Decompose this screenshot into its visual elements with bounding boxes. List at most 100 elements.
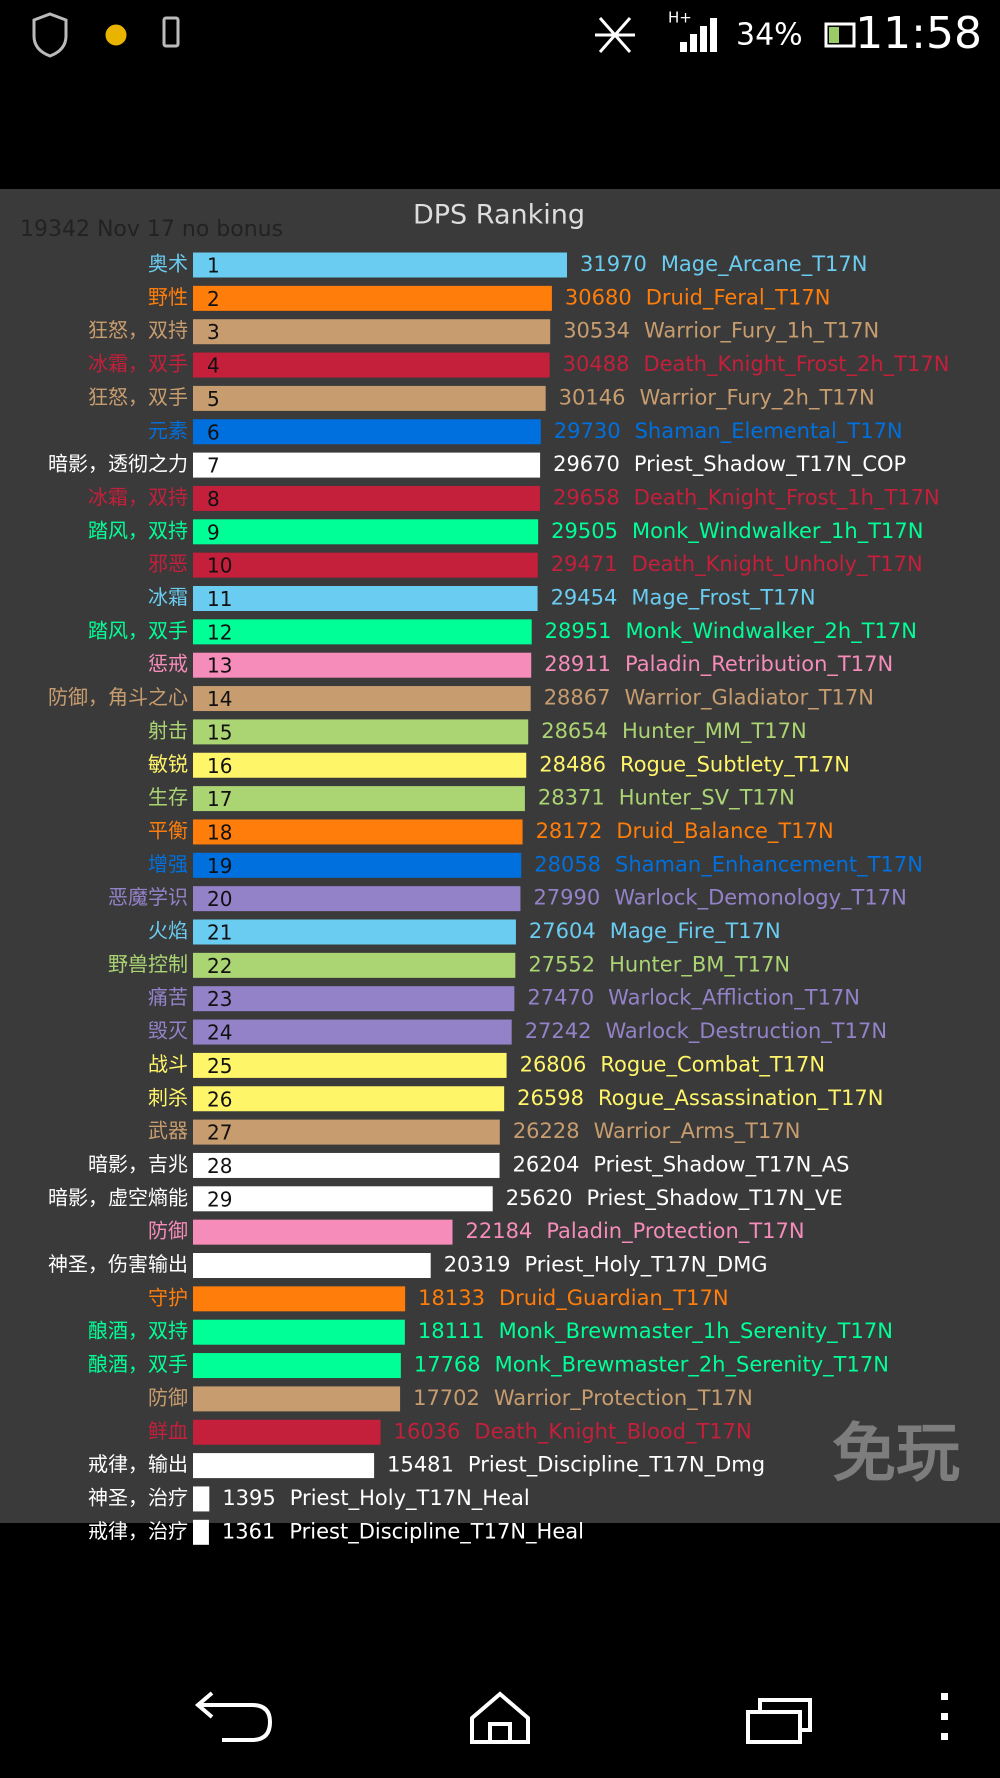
value-number: 18133 <box>418 1286 485 1310</box>
value-number: 20319 <box>444 1253 511 1277</box>
bar <box>193 919 516 945</box>
bar <box>193 1419 381 1445</box>
rank-label: 8 <box>207 487 220 511</box>
battery-level <box>829 27 839 43</box>
spec-name: Priest_Holy_T17N_Heal <box>290 1486 530 1511</box>
spec-label: 惩戒 <box>148 652 188 676</box>
spec-label: 冰霜 <box>148 585 188 609</box>
bar <box>193 1186 493 1212</box>
spec-label: 敏锐 <box>148 752 188 776</box>
home-button[interactable] <box>470 1691 530 1744</box>
bar <box>193 1052 507 1078</box>
menu-button[interactable] <box>941 1693 948 1740</box>
bar <box>193 1286 406 1312</box>
spec-label: 守护 <box>148 1285 188 1309</box>
value-label: 29471 Death_Knight_Unholy_T17N <box>551 552 923 577</box>
bar <box>193 1019 512 1045</box>
spec-label: 戒律，治疗 <box>88 1519 188 1543</box>
bar <box>193 319 551 345</box>
spec-name: Rogue_Assassination_T17N <box>598 1086 884 1111</box>
value-label: 30680 Druid_Feral_T17N <box>565 285 831 310</box>
bar <box>193 1219 453 1245</box>
bar <box>193 1353 401 1379</box>
value-label: 28371 Hunter_SV_T17N <box>538 786 795 811</box>
spec-label: 元素 <box>148 418 188 442</box>
rank-label: 16 <box>207 754 232 778</box>
bar <box>193 752 527 778</box>
value-number: 29505 <box>551 519 618 543</box>
value-label: 28951 Monk_Windwalker_2h_T17N <box>545 619 917 644</box>
spec-label: 恶魔学识 <box>108 885 188 909</box>
bar <box>193 952 516 978</box>
spec-name: Death_Knight_Unholy_T17N <box>632 552 923 577</box>
spec-name: Druid_Guardian_T17N <box>499 1286 729 1311</box>
rank-label: 14 <box>207 687 232 711</box>
rank-label: 24 <box>207 1021 232 1045</box>
status-icons <box>32 12 856 58</box>
recents-button[interactable] <box>746 1698 812 1744</box>
value-number: 25620 <box>506 1186 573 1210</box>
spec-label: 奥术 <box>148 252 188 276</box>
value-label: 17768 Monk_Brewmaster_2h_Serenity_T17N <box>414 1353 889 1378</box>
rank-label: 17 <box>207 787 232 811</box>
value-label: 28911 Paladin_Retribution_T17N <box>544 652 893 677</box>
spec-name: Hunter_MM_T17N <box>622 719 807 744</box>
value-label: 17702 Warrior_Protection_T17N <box>413 1386 753 1411</box>
rank-label: 12 <box>207 620 232 644</box>
value-number: 27470 <box>527 986 594 1010</box>
spec-name: Death_Knight_Frost_1h_T17N <box>634 485 940 510</box>
value-number: 30488 <box>563 352 630 376</box>
spec-label: 射击 <box>148 718 188 742</box>
spec-label: 邪恶 <box>148 552 188 576</box>
spec-label: 防御 <box>148 1385 188 1409</box>
value-number: 18111 <box>418 1319 485 1343</box>
value-label: 28867 Warrior_Gladiator_T17N <box>544 686 874 711</box>
value-number: 27604 <box>529 919 596 943</box>
rank-label: 1 <box>207 254 220 278</box>
value-number: 29730 <box>554 419 621 443</box>
spec-name: Death_Knight_Blood_T17N <box>474 1419 751 1444</box>
spec-name: Druid_Balance_T17N <box>616 819 833 844</box>
rank-label: 2 <box>207 287 220 311</box>
value-number: 26204 <box>513 1152 580 1176</box>
back-button[interactable] <box>194 1691 273 1742</box>
rank-label: 20 <box>207 887 232 911</box>
spec-label: 狂怒，双持 <box>88 318 188 342</box>
bar <box>193 1152 500 1178</box>
spec-label: 平衡 <box>148 818 188 842</box>
value-number: 28951 <box>545 619 612 643</box>
rank-label: 6 <box>207 420 220 444</box>
value-number: 29454 <box>551 586 618 610</box>
spec-name: Priest_Discipline_T17N_Heal <box>289 1519 584 1544</box>
spec-label: 防御 <box>148 1219 188 1243</box>
value-number: 26598 <box>517 1086 584 1110</box>
rank-label: 11 <box>207 587 232 611</box>
spec-label: 刺杀 <box>148 1085 188 1109</box>
spec-name: Warlock_Affliction_T17N <box>608 986 860 1011</box>
bar <box>193 1086 505 1112</box>
spec-name: Paladin_Protection_T17N <box>546 1219 804 1244</box>
bar <box>193 352 550 378</box>
value-label: 28486 Rogue_Subtlety_T17N <box>539 752 850 777</box>
spec-name: Paladin_Retribution_T17N <box>625 652 893 677</box>
bar <box>193 252 567 278</box>
spec-name: Priest_Shadow_T17N_VE <box>587 1186 843 1211</box>
spec-label: 野性 <box>148 285 188 309</box>
value-label: 29730 Shaman_Elemental_T17N <box>554 419 903 444</box>
value-label: 1361 Priest_Discipline_T17N_Heal <box>222 1519 584 1544</box>
rank-label: 21 <box>207 921 232 945</box>
spec-name: Warlock_Destruction_T17N <box>606 1019 888 1044</box>
value-number: 16036 <box>394 1419 461 1443</box>
chart-title: DPS Ranking <box>413 200 585 231</box>
spec-name: Warrior_Gladiator_T17N <box>625 686 875 711</box>
value-label: 28172 Druid_Balance_T17N <box>536 819 834 844</box>
spec-name: Priest_Discipline_T17N_Dmg <box>468 1453 765 1478</box>
spec-label: 神圣，伤害输出 <box>48 1252 188 1276</box>
spec-label: 踏风，双手 <box>88 618 188 642</box>
spec-label: 生存 <box>148 785 188 809</box>
bar <box>193 1486 210 1512</box>
spec-name: Rogue_Subtlety_T17N <box>620 752 850 777</box>
bar <box>193 719 529 745</box>
value-label: 26598 Rogue_Assassination_T17N <box>517 1086 883 1111</box>
